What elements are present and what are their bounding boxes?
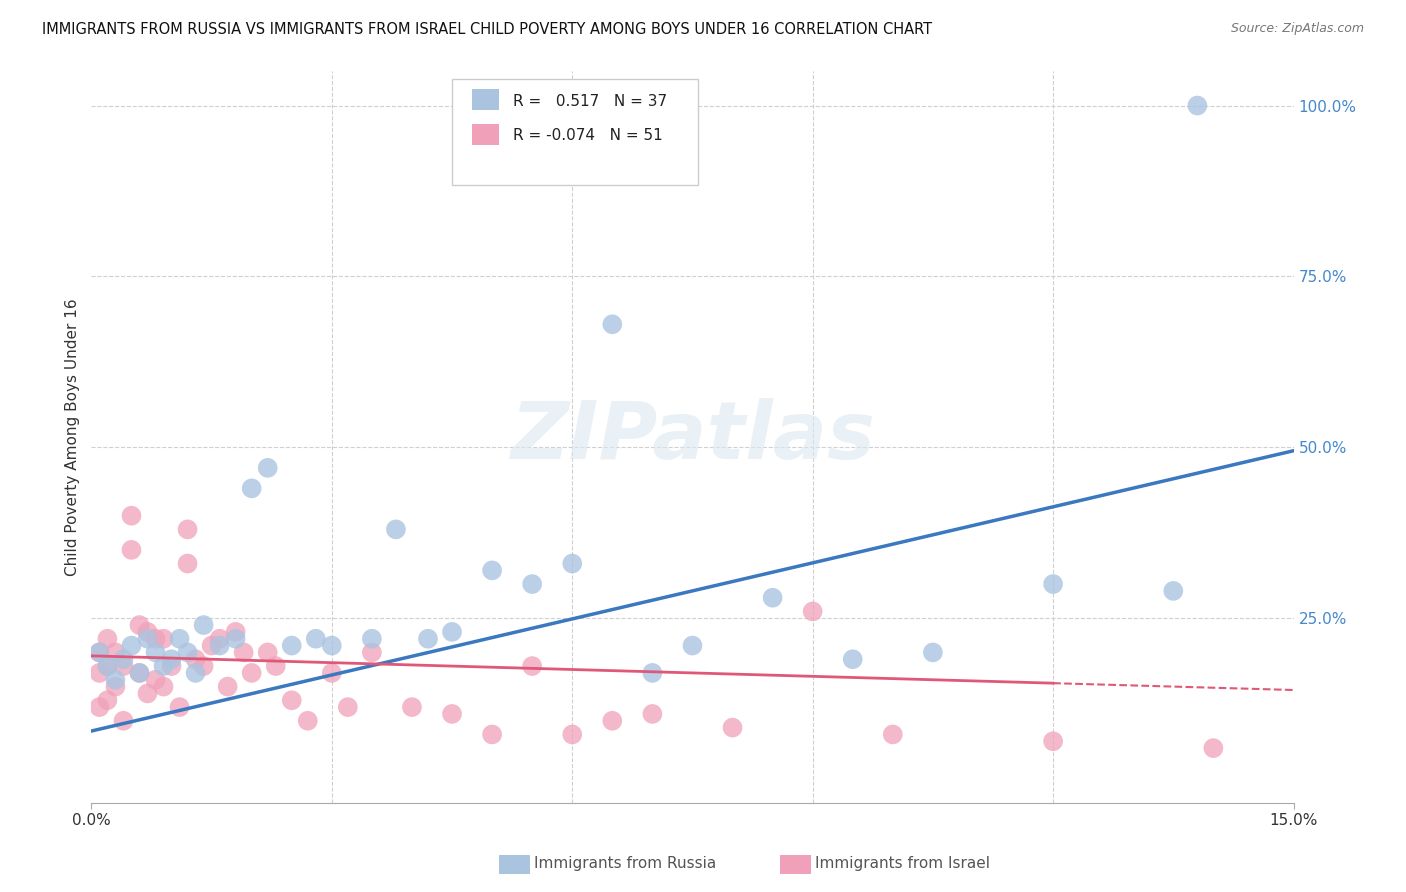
Point	[96, 659, 118, 673]
Point	[801, 604, 824, 618]
Point	[360, 645, 382, 659]
Point	[416, 632, 439, 646]
Point	[184, 652, 207, 666]
Point	[152, 680, 174, 694]
Point	[385, 522, 408, 536]
Point	[240, 481, 263, 495]
Point	[89, 645, 111, 659]
Bar	[472, 124, 499, 145]
Point	[1042, 734, 1064, 748]
Point	[481, 727, 503, 741]
Text: Immigrants from Russia: Immigrants from Russia	[534, 856, 717, 871]
Point	[104, 673, 127, 687]
Point	[561, 727, 583, 741]
Point	[96, 693, 118, 707]
Point	[256, 645, 278, 659]
Point	[305, 632, 328, 646]
Point	[217, 680, 239, 694]
Point	[208, 639, 231, 653]
Point	[256, 460, 278, 475]
Point	[169, 632, 191, 646]
Point	[176, 645, 198, 659]
Y-axis label: Child Poverty Among Boys Under 16: Child Poverty Among Boys Under 16	[65, 298, 80, 576]
Bar	[472, 89, 499, 110]
Point	[882, 727, 904, 741]
Point	[193, 618, 215, 632]
Point	[440, 706, 463, 721]
Point	[522, 659, 544, 673]
Point	[128, 665, 150, 680]
Point	[112, 714, 135, 728]
Point	[641, 665, 664, 680]
Point	[841, 652, 863, 666]
FancyBboxPatch shape	[451, 78, 699, 185]
Point	[160, 659, 183, 673]
Point	[281, 693, 304, 707]
Point	[112, 652, 135, 666]
Point	[145, 632, 167, 646]
Point	[602, 318, 624, 332]
Point	[602, 714, 624, 728]
Point	[145, 645, 167, 659]
Point	[96, 632, 118, 646]
Point	[128, 618, 150, 632]
Point	[184, 665, 207, 680]
Text: R = -0.074   N = 51: R = -0.074 N = 51	[513, 128, 664, 144]
Text: Immigrants from Israel: Immigrants from Israel	[815, 856, 990, 871]
Point	[360, 632, 382, 646]
Point	[176, 522, 198, 536]
Point	[440, 624, 463, 639]
Point	[145, 673, 167, 687]
Point	[176, 557, 198, 571]
Point	[561, 557, 583, 571]
Point	[321, 665, 343, 680]
Point	[522, 577, 544, 591]
Point	[169, 700, 191, 714]
Point	[136, 624, 159, 639]
Point	[201, 639, 224, 653]
Point	[89, 665, 111, 680]
Point	[160, 652, 183, 666]
Point	[96, 659, 118, 673]
Point	[232, 645, 254, 659]
Point	[281, 639, 304, 653]
Point	[208, 632, 231, 646]
Point	[721, 721, 744, 735]
Text: R =   0.517   N = 37: R = 0.517 N = 37	[513, 94, 668, 109]
Text: Source: ZipAtlas.com: Source: ZipAtlas.com	[1230, 22, 1364, 36]
Point	[89, 645, 111, 659]
Point	[121, 639, 143, 653]
Point	[136, 632, 159, 646]
Point	[104, 645, 127, 659]
Point	[240, 665, 263, 680]
Point	[297, 714, 319, 728]
Point	[152, 659, 174, 673]
Point	[136, 686, 159, 700]
Point	[152, 632, 174, 646]
Point	[401, 700, 423, 714]
Text: ZIPatlas: ZIPatlas	[510, 398, 875, 476]
Point	[481, 563, 503, 577]
Point	[121, 508, 143, 523]
Point	[681, 639, 703, 653]
Point	[1042, 577, 1064, 591]
Text: IMMIGRANTS FROM RUSSIA VS IMMIGRANTS FROM ISRAEL CHILD POVERTY AMONG BOYS UNDER : IMMIGRANTS FROM RUSSIA VS IMMIGRANTS FRO…	[42, 22, 932, 37]
Point	[89, 700, 111, 714]
Point	[104, 680, 127, 694]
Point	[762, 591, 785, 605]
Point	[193, 659, 215, 673]
Point	[128, 665, 150, 680]
Point	[121, 542, 143, 557]
Point	[1187, 98, 1209, 112]
Point	[225, 624, 247, 639]
Point	[336, 700, 359, 714]
Point	[225, 632, 247, 646]
Point	[641, 706, 664, 721]
Point	[321, 639, 343, 653]
Point	[112, 659, 135, 673]
Point	[264, 659, 287, 673]
Point	[1163, 583, 1185, 598]
Point	[922, 645, 945, 659]
Point	[1202, 741, 1225, 756]
